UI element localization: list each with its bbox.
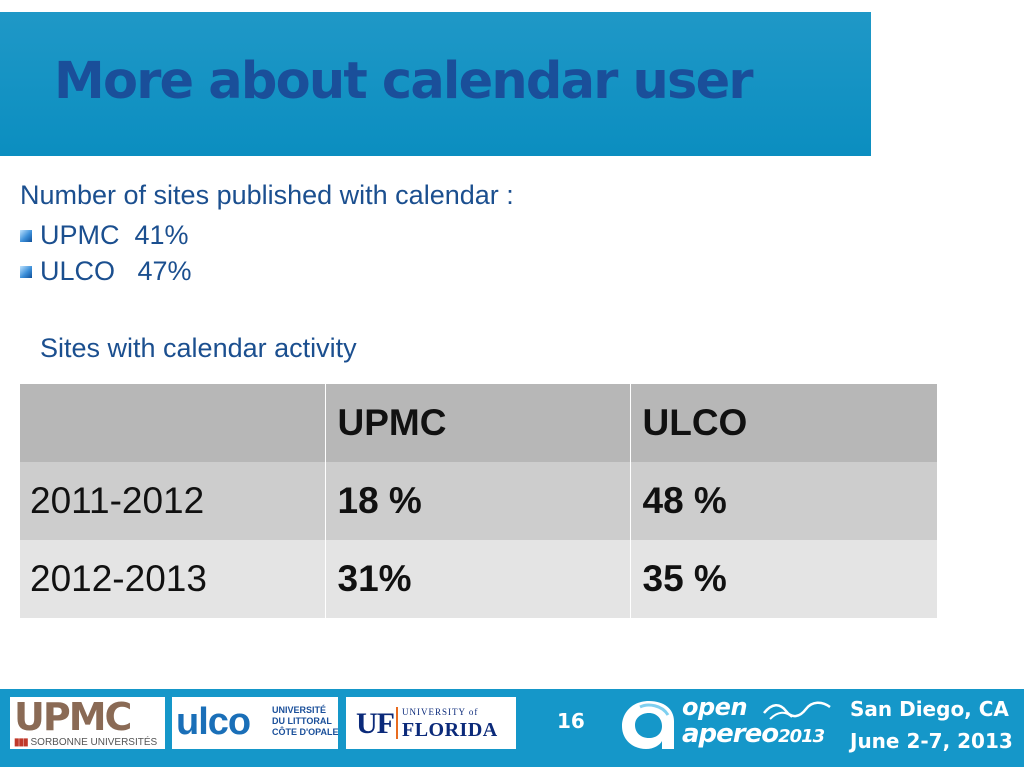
uf-logo-university: UNIVERSITY of — [402, 707, 479, 717]
uf-logo: UF UNIVERSITY of FLORIDA — [346, 697, 516, 749]
upmc-logo: UPMC ▮▮▮ SORBONNE UNIVERSITÉS — [10, 697, 165, 749]
footer-band: UPMC ▮▮▮ SORBONNE UNIVERSITÉS ulco UNIVER… — [0, 689, 1024, 767]
upmc-logo-text: UPMC — [14, 695, 132, 739]
bullet-item-ulco: ULCO 47% — [20, 256, 192, 287]
apereo-logo-text: apereo2013 — [682, 719, 825, 749]
table-header-ulco: ULCO — [630, 384, 937, 462]
title-band — [0, 12, 871, 156]
uf-logo-divider — [396, 707, 398, 739]
waves-icon — [763, 701, 831, 720]
table-header-row: UPMC ULCO — [20, 384, 937, 462]
ulco-logo-lines: UNIVERSITÉ DU LITTORAL CÔTE D'OPALE — [272, 705, 339, 737]
apereo-year: 2013 — [778, 726, 825, 747]
table-cell-upmc: 18 % — [325, 462, 631, 540]
bullet-item-upmc: UPMC 41% — [20, 220, 189, 251]
conference-dates: June 2-7, 2013 — [850, 729, 1013, 753]
table-cell-ulco: 48 % — [630, 462, 937, 540]
table-cell-year: 2012-2013 — [20, 540, 326, 618]
table-cell-ulco: 35 % — [630, 540, 937, 618]
apereo-logo-icon — [622, 701, 674, 749]
ulco-logo-text: ulco — [176, 701, 251, 743]
page-number: 16 — [557, 709, 585, 733]
open-logo-text: open — [682, 693, 748, 721]
table-header-empty — [20, 384, 326, 462]
bullet-icon — [20, 266, 32, 278]
bullet-text: UPMC 41% — [40, 220, 189, 250]
bullet-icon — [20, 230, 32, 242]
slide-title: More about calendar user — [54, 52, 754, 111]
table-cell-year: 2011-2012 — [20, 462, 326, 540]
intro-text: Number of sites published with calendar … — [20, 180, 514, 210]
table-cell-upmc: 31% — [325, 540, 631, 618]
uf-logo-mark: UF — [356, 707, 395, 740]
bullet-text: ULCO 47% — [40, 256, 192, 286]
table-row: 2011-2012 18 % 48 % — [20, 462, 937, 540]
conference-location: San Diego, CA — [850, 697, 1009, 721]
bars-icon: ▮▮▮ — [14, 737, 28, 748]
activity-heading: Sites with calendar activity — [40, 333, 357, 363]
table-header-upmc: UPMC — [325, 384, 631, 462]
table-row: 2012-2013 31% 35 % — [20, 540, 937, 618]
upmc-logo-subtitle: ▮▮▮ SORBONNE UNIVERSITÉS — [14, 737, 158, 748]
ulco-logo: ulco UNIVERSITÉ DU LITTORAL CÔTE D'OPALE — [172, 697, 338, 749]
activity-table: UPMC ULCO 2011-2012 18 % 48 % 2012-2013 … — [20, 384, 937, 618]
uf-logo-florida: FLORIDA — [402, 719, 498, 741]
